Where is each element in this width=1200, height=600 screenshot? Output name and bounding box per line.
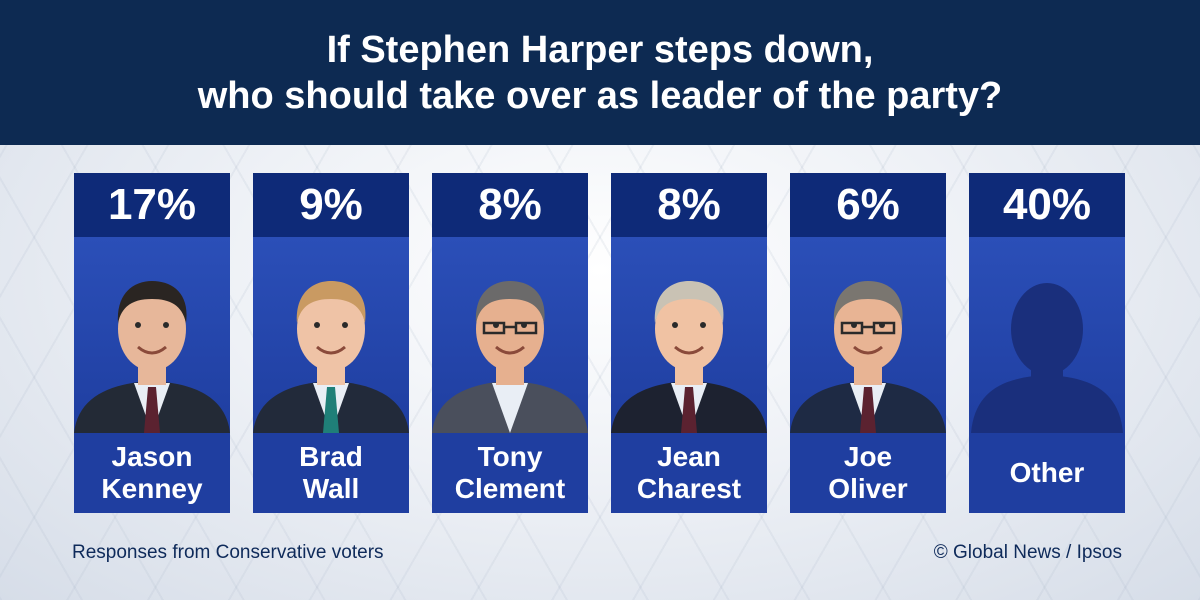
candidate-name-line: Joe [843, 441, 893, 472]
candidate-name-line: Jason [111, 441, 193, 472]
candidate-card: 6% Joe Oliver [790, 173, 946, 513]
candidate-name: Other [969, 433, 1125, 513]
source-credit: © Global News / Ipsos [933, 542, 1122, 563]
silhouette-icon [969, 237, 1125, 433]
candidate-name-line: Oliver [828, 473, 908, 504]
candidate-card: 9% Brad Wall [253, 173, 409, 513]
candidate-card: 8% Tony Clement [432, 173, 588, 513]
candidate-name-line: Wall [302, 473, 360, 504]
candidate-name-line: Tony [477, 441, 543, 472]
candidate-card: 17% Jason Kenney [74, 173, 230, 513]
candidate-name: Jean Charest [611, 433, 767, 513]
candidate-card: 40% Other [969, 173, 1125, 513]
candidate-cards: 17% Jason Kenney 9% Brad Wall 8% Tony Clement 8% J… [74, 173, 1134, 513]
candidate-name-line: Jean [657, 441, 721, 472]
candidate-name: Joe Oliver [790, 433, 946, 513]
footnote: Responses from Conservative voters [72, 542, 384, 563]
candidate-name-line: Charest [636, 473, 742, 504]
percentage-label: 8% [611, 173, 767, 237]
percentage-label: 40% [969, 173, 1125, 237]
candidate-name-line: Clement [454, 473, 566, 504]
chart-title: If Stephen Harper steps down, who should… [0, 0, 1200, 145]
chart-title-line-2: who should take over as leader of the pa… [197, 74, 1003, 117]
candidate-photo [432, 237, 588, 433]
candidate-name-line: Other [1009, 457, 1085, 488]
percentage-label: 17% [74, 173, 230, 237]
chart-title-line-1: If Stephen Harper steps down, [326, 28, 874, 71]
percentage-label: 9% [253, 173, 409, 237]
candidate-card: 8% Jean Charest [611, 173, 767, 513]
candidate-photo [74, 237, 230, 433]
candidate-name-line: Kenney [101, 473, 203, 504]
candidate-photo [253, 237, 409, 433]
candidate-name: Brad Wall [253, 433, 409, 513]
candidate-name: Jason Kenney [74, 433, 230, 513]
percentage-label: 8% [432, 173, 588, 237]
candidate-name: Tony Clement [432, 433, 588, 513]
candidate-photo [611, 237, 767, 433]
candidate-photo [790, 237, 946, 433]
percentage-label: 6% [790, 173, 946, 237]
candidate-name-line: Brad [299, 441, 363, 472]
